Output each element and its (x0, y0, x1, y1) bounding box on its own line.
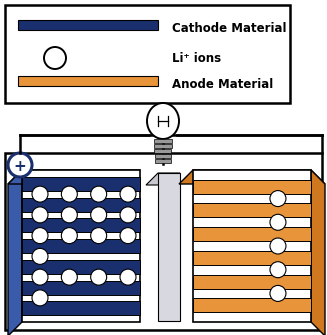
FancyBboxPatch shape (18, 76, 158, 86)
FancyBboxPatch shape (154, 139, 172, 143)
FancyBboxPatch shape (193, 275, 311, 288)
FancyBboxPatch shape (154, 149, 171, 153)
Circle shape (120, 186, 136, 202)
FancyBboxPatch shape (22, 280, 140, 294)
Circle shape (32, 290, 48, 306)
Circle shape (120, 227, 136, 244)
Circle shape (32, 186, 48, 202)
Text: Cathode Material: Cathode Material (172, 21, 286, 35)
Ellipse shape (147, 103, 179, 139)
Polygon shape (311, 170, 325, 335)
Circle shape (270, 285, 286, 302)
FancyBboxPatch shape (22, 198, 140, 211)
Polygon shape (8, 170, 140, 184)
Text: Anode Material: Anode Material (172, 77, 273, 90)
FancyBboxPatch shape (22, 260, 140, 274)
FancyBboxPatch shape (22, 218, 140, 232)
Text: Li⁺ ions: Li⁺ ions (172, 52, 221, 65)
Text: +: + (14, 158, 26, 174)
FancyBboxPatch shape (193, 170, 311, 322)
FancyBboxPatch shape (193, 203, 311, 217)
Circle shape (32, 269, 48, 285)
FancyBboxPatch shape (154, 144, 172, 148)
Circle shape (61, 269, 77, 285)
FancyBboxPatch shape (22, 301, 140, 315)
FancyBboxPatch shape (193, 227, 311, 241)
FancyBboxPatch shape (193, 298, 311, 312)
Circle shape (270, 191, 286, 207)
FancyBboxPatch shape (5, 5, 290, 103)
Circle shape (91, 186, 107, 202)
Circle shape (32, 227, 48, 244)
FancyBboxPatch shape (18, 20, 158, 30)
Circle shape (61, 207, 77, 223)
FancyBboxPatch shape (22, 170, 140, 322)
FancyBboxPatch shape (5, 153, 322, 330)
Polygon shape (179, 170, 325, 184)
Circle shape (91, 207, 107, 223)
Circle shape (61, 227, 77, 244)
Polygon shape (8, 170, 22, 335)
Circle shape (91, 227, 107, 244)
FancyBboxPatch shape (158, 173, 180, 321)
FancyBboxPatch shape (22, 239, 140, 253)
FancyBboxPatch shape (155, 154, 171, 158)
FancyBboxPatch shape (193, 180, 311, 194)
Circle shape (32, 207, 48, 223)
FancyBboxPatch shape (193, 251, 311, 265)
FancyBboxPatch shape (155, 159, 171, 163)
Circle shape (120, 207, 136, 223)
FancyBboxPatch shape (22, 177, 140, 191)
Polygon shape (146, 173, 180, 185)
Circle shape (270, 238, 286, 254)
Circle shape (44, 47, 66, 69)
Circle shape (8, 153, 32, 177)
Circle shape (270, 214, 286, 230)
Circle shape (91, 269, 107, 285)
Circle shape (270, 262, 286, 278)
Circle shape (32, 248, 48, 264)
Circle shape (120, 269, 136, 285)
Circle shape (61, 186, 77, 202)
